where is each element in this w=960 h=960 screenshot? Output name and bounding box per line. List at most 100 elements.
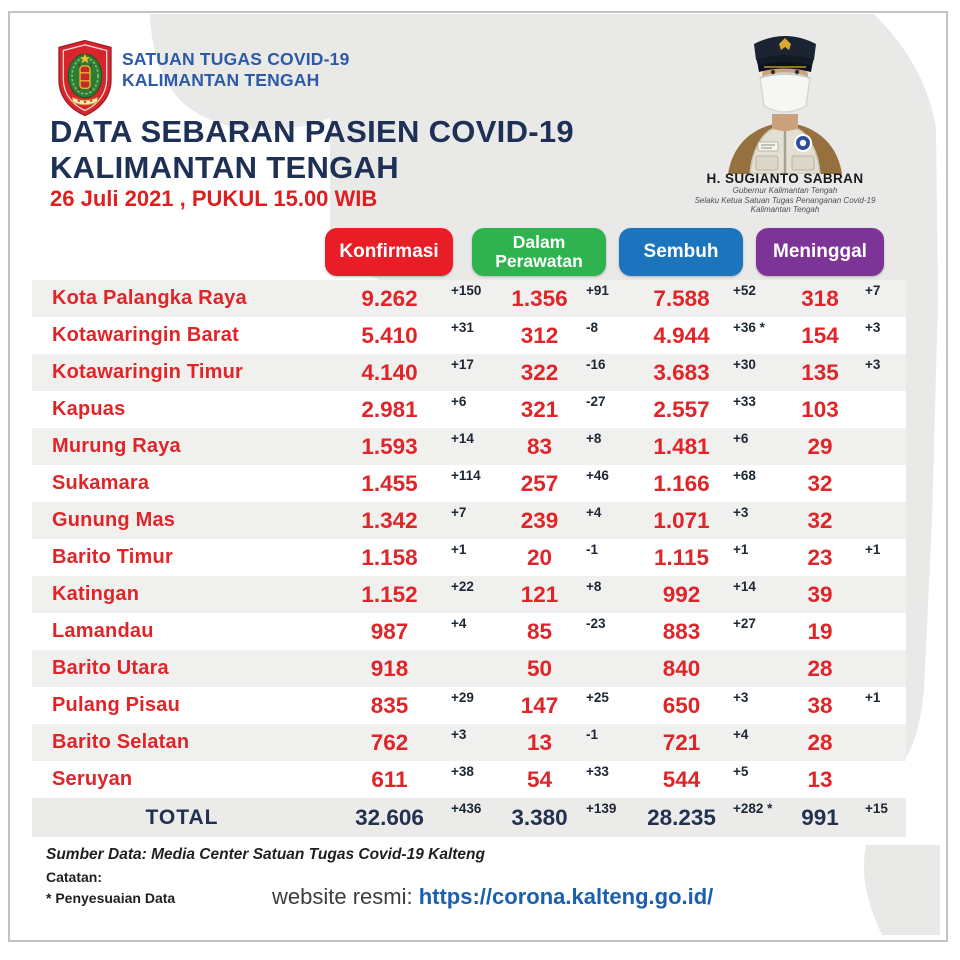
in-care-delta: -23 bbox=[586, 616, 606, 631]
confirmed-value: 1.158 bbox=[361, 544, 418, 570]
in-care-value: 147 bbox=[520, 692, 559, 718]
table-row: Kotawaringin Barat 5.410 +31 312 -8 4.94… bbox=[32, 317, 906, 354]
region-name: Kotawaringin Timur bbox=[52, 361, 244, 383]
confirmed-delta: +38 bbox=[451, 764, 474, 779]
confirmed-value: 1.152 bbox=[361, 581, 418, 607]
in-care-delta: -27 bbox=[586, 394, 606, 409]
deceased-delta bbox=[861, 761, 906, 764]
confirmed-delta: +4 bbox=[451, 616, 467, 631]
page-title-line2: KALIMANTAN TENGAH bbox=[50, 150, 399, 185]
confirmed-value: 987 bbox=[370, 618, 409, 644]
deceased-delta bbox=[861, 613, 906, 616]
deceased-value: 38 bbox=[807, 692, 833, 718]
recovered-value: 7.588 bbox=[653, 285, 710, 311]
deceased-value: 19 bbox=[807, 618, 833, 644]
recovered-value: 4.944 bbox=[653, 322, 710, 348]
recovered-delta: +1 bbox=[733, 542, 749, 557]
in-care-value: 312 bbox=[520, 322, 559, 348]
confirmed-delta: +22 bbox=[451, 579, 474, 594]
confirmed-delta: +17 bbox=[451, 357, 474, 372]
confirmed-value: 762 bbox=[370, 729, 409, 755]
deceased-delta bbox=[861, 576, 906, 579]
in-care-delta: -1 bbox=[586, 727, 599, 742]
table-row: Katingan 1.152 +22 121 +8 992 +14 39 bbox=[32, 576, 906, 613]
recovered-value: 721 bbox=[662, 729, 701, 755]
recovered-value: 883 bbox=[662, 618, 701, 644]
region-name: Kapuas bbox=[52, 398, 126, 420]
total-deceased-delta: +15 bbox=[865, 801, 888, 816]
recovered-value: 1.071 bbox=[653, 507, 710, 533]
in-care-delta: +46 bbox=[586, 468, 609, 483]
total-in-care-value: 3.380 bbox=[511, 804, 568, 830]
footer-note-label: Catatan: bbox=[46, 869, 103, 885]
recovered-value: 1.166 bbox=[653, 470, 710, 496]
total-confirmed-value: 32.606 bbox=[355, 804, 424, 830]
recovered-delta: +36 * bbox=[733, 320, 765, 335]
column-header-sembuh-label: Sembuh bbox=[643, 240, 719, 262]
page-title-line1: DATA SEBARAN PASIEN COVID-19 bbox=[50, 114, 574, 149]
in-care-value: 54 bbox=[526, 766, 553, 792]
recovered-value: 650 bbox=[662, 692, 701, 718]
deceased-value: 28 bbox=[807, 729, 833, 755]
region-name: Barito Timur bbox=[52, 546, 173, 568]
confirmed-value: 9.262 bbox=[361, 285, 418, 311]
total-label: TOTAL bbox=[145, 805, 219, 829]
recovered-value: 3.683 bbox=[653, 359, 710, 385]
governor-name: H. SUGIANTO SABRAN bbox=[706, 171, 864, 186]
confirmed-delta: +29 bbox=[451, 690, 474, 705]
confirmed-delta: +114 bbox=[451, 468, 481, 483]
taskforce-badge-line1: SATUAN TUGAS COVID-19 bbox=[122, 49, 350, 69]
confirmed-value: 611 bbox=[371, 766, 408, 792]
deceased-value: 13 bbox=[807, 766, 833, 792]
recovered-delta: +3 bbox=[733, 505, 749, 520]
confirmed-delta bbox=[447, 650, 497, 653]
table-row: Barito Selatan 762 +3 13 -1 721 +4 28 bbox=[32, 724, 906, 761]
column-header-konfirmasi: Konfirmasi bbox=[325, 228, 453, 276]
recovered-value: 840 bbox=[662, 655, 701, 681]
region-name: Sukamara bbox=[52, 472, 150, 494]
region-name: Gunung Mas bbox=[52, 509, 176, 531]
confirmed-value: 1.593 bbox=[361, 433, 418, 459]
in-care-value: 239 bbox=[520, 507, 559, 533]
in-care-delta: -16 bbox=[586, 357, 606, 372]
deceased-value: 103 bbox=[801, 396, 839, 422]
governor-role-line3: Kalimantan Tengah bbox=[750, 205, 820, 214]
region-name: Barito Selatan bbox=[52, 731, 190, 753]
in-care-value: 322 bbox=[520, 359, 559, 385]
recovered-delta bbox=[729, 650, 779, 653]
deceased-delta bbox=[861, 724, 906, 727]
deceased-delta: +7 bbox=[865, 283, 881, 298]
deceased-delta: +1 bbox=[865, 690, 881, 705]
page-title: DATA SEBARAN PASIEN COVID-19 KALIMANTAN … bbox=[50, 114, 574, 186]
in-care-delta: +25 bbox=[586, 690, 609, 705]
data-source-note: Sumber Data: Media Center Satuan Tugas C… bbox=[46, 846, 485, 863]
in-care-value: 83 bbox=[526, 433, 553, 459]
column-header-meninggal-label: Meninggal bbox=[773, 240, 867, 262]
in-care-value: 85 bbox=[526, 618, 553, 644]
deceased-value: 32 bbox=[807, 507, 833, 533]
deceased-value: 39 bbox=[807, 581, 833, 607]
total-in-care-delta: +139 bbox=[586, 801, 617, 816]
recovered-delta: +6 bbox=[733, 431, 749, 446]
governor-caption: H. SUGIANTO SABRAN Gubernur Kalimantan T… bbox=[655, 171, 915, 215]
deceased-value: 32 bbox=[807, 470, 833, 496]
deceased-value: 154 bbox=[801, 322, 839, 348]
confirmed-value: 4.140 bbox=[361, 359, 418, 385]
recovered-value: 544 bbox=[662, 766, 701, 792]
report-datetime: 26 Juli 2021 , PUKUL 15.00 WIB bbox=[50, 186, 378, 211]
deceased-value: 135 bbox=[801, 359, 839, 385]
covid-data-table: Kota Palangka Raya 9.262 +150 1.356 +91 … bbox=[32, 280, 906, 837]
total-recovered-value: 28.235 bbox=[647, 804, 716, 830]
recovered-delta: +33 bbox=[733, 394, 756, 409]
in-care-delta: +4 bbox=[586, 505, 602, 520]
total-recovered-delta: +282 * bbox=[733, 801, 773, 816]
recovered-delta: +5 bbox=[733, 764, 749, 779]
confirmed-delta: +3 bbox=[451, 727, 467, 742]
in-care-delta: +33 bbox=[586, 764, 609, 779]
in-care-delta: -1 bbox=[586, 542, 599, 557]
region-name: Katingan bbox=[52, 583, 140, 605]
confirmed-value: 1.455 bbox=[361, 470, 418, 496]
taskforce-badge-line2: KALIMANTAN TENGAH bbox=[122, 70, 320, 90]
recovered-delta: +4 bbox=[733, 727, 749, 742]
